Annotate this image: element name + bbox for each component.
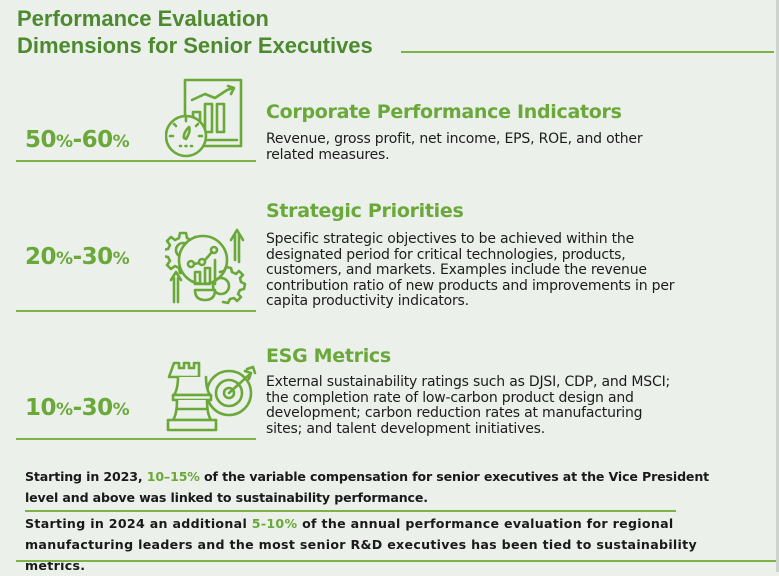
weight-divider xyxy=(16,438,256,440)
percent-symbol: % xyxy=(112,400,130,420)
weight-divider xyxy=(16,160,256,162)
note-text: of the annual performance evaluation for… xyxy=(25,516,697,573)
note-divider xyxy=(296,510,676,512)
note-text: Starting in 2024 an additional xyxy=(25,516,252,531)
page-title: Performance Evaluation Dimensions for Se… xyxy=(17,5,373,59)
weight-low: 10 xyxy=(25,395,57,421)
weight-range: 20%-30% xyxy=(25,244,130,270)
dimension-description: Revenue, gross profit, net income, EPS, … xyxy=(266,131,643,163)
dimension-description: Specific strategic objectives to be achi… xyxy=(266,231,675,309)
note-text: Starting in 2023, xyxy=(25,469,147,484)
note-highlight: 5-10% xyxy=(251,516,298,531)
range-dash: - xyxy=(72,127,83,153)
chess-rook-target-icon xyxy=(165,361,257,433)
page-title-line-1: Performance Evaluation xyxy=(17,6,269,31)
percent-symbol: % xyxy=(56,400,73,420)
percent-symbol: % xyxy=(112,249,130,269)
dimension-title: ESG Metrics xyxy=(266,345,391,367)
page-title-line-2: Dimensions for Senior Executives xyxy=(17,33,373,58)
title-divider xyxy=(401,51,774,53)
weight-low: 50 xyxy=(25,127,57,153)
note-2023: Starting in 2023, 10–15% of the variable… xyxy=(25,466,715,508)
note-highlight: 10–15% xyxy=(146,469,200,484)
weight-high: 60 xyxy=(81,127,114,153)
percent-symbol: % xyxy=(56,249,73,269)
page-edge xyxy=(776,0,779,572)
dimension-title: Corporate Performance Indicators xyxy=(266,101,622,123)
note-divider xyxy=(16,560,776,562)
weight-range: 50%-60% xyxy=(25,127,130,153)
dimension-description: External sustainability ratings such as … xyxy=(266,374,671,437)
dimension-title: Strategic Priorities xyxy=(266,200,464,222)
note-divider xyxy=(25,510,296,512)
weight-high: 30 xyxy=(81,244,114,270)
range-dash: - xyxy=(72,244,83,270)
weight-range: 10%-30% xyxy=(25,395,130,421)
weight-high: 30 xyxy=(81,395,114,421)
strategy-gears-icon xyxy=(165,222,247,306)
note-text: of the variable compensation for senior … xyxy=(25,469,710,505)
dashboard-chart-icon xyxy=(165,78,245,158)
range-dash: - xyxy=(72,395,83,421)
percent-symbol: % xyxy=(112,132,130,152)
percent-symbol: % xyxy=(56,132,73,152)
weight-low: 20 xyxy=(25,244,57,270)
weight-divider xyxy=(16,310,256,312)
note-2024: Starting in 2024 an additional 5-10% of … xyxy=(25,513,715,576)
